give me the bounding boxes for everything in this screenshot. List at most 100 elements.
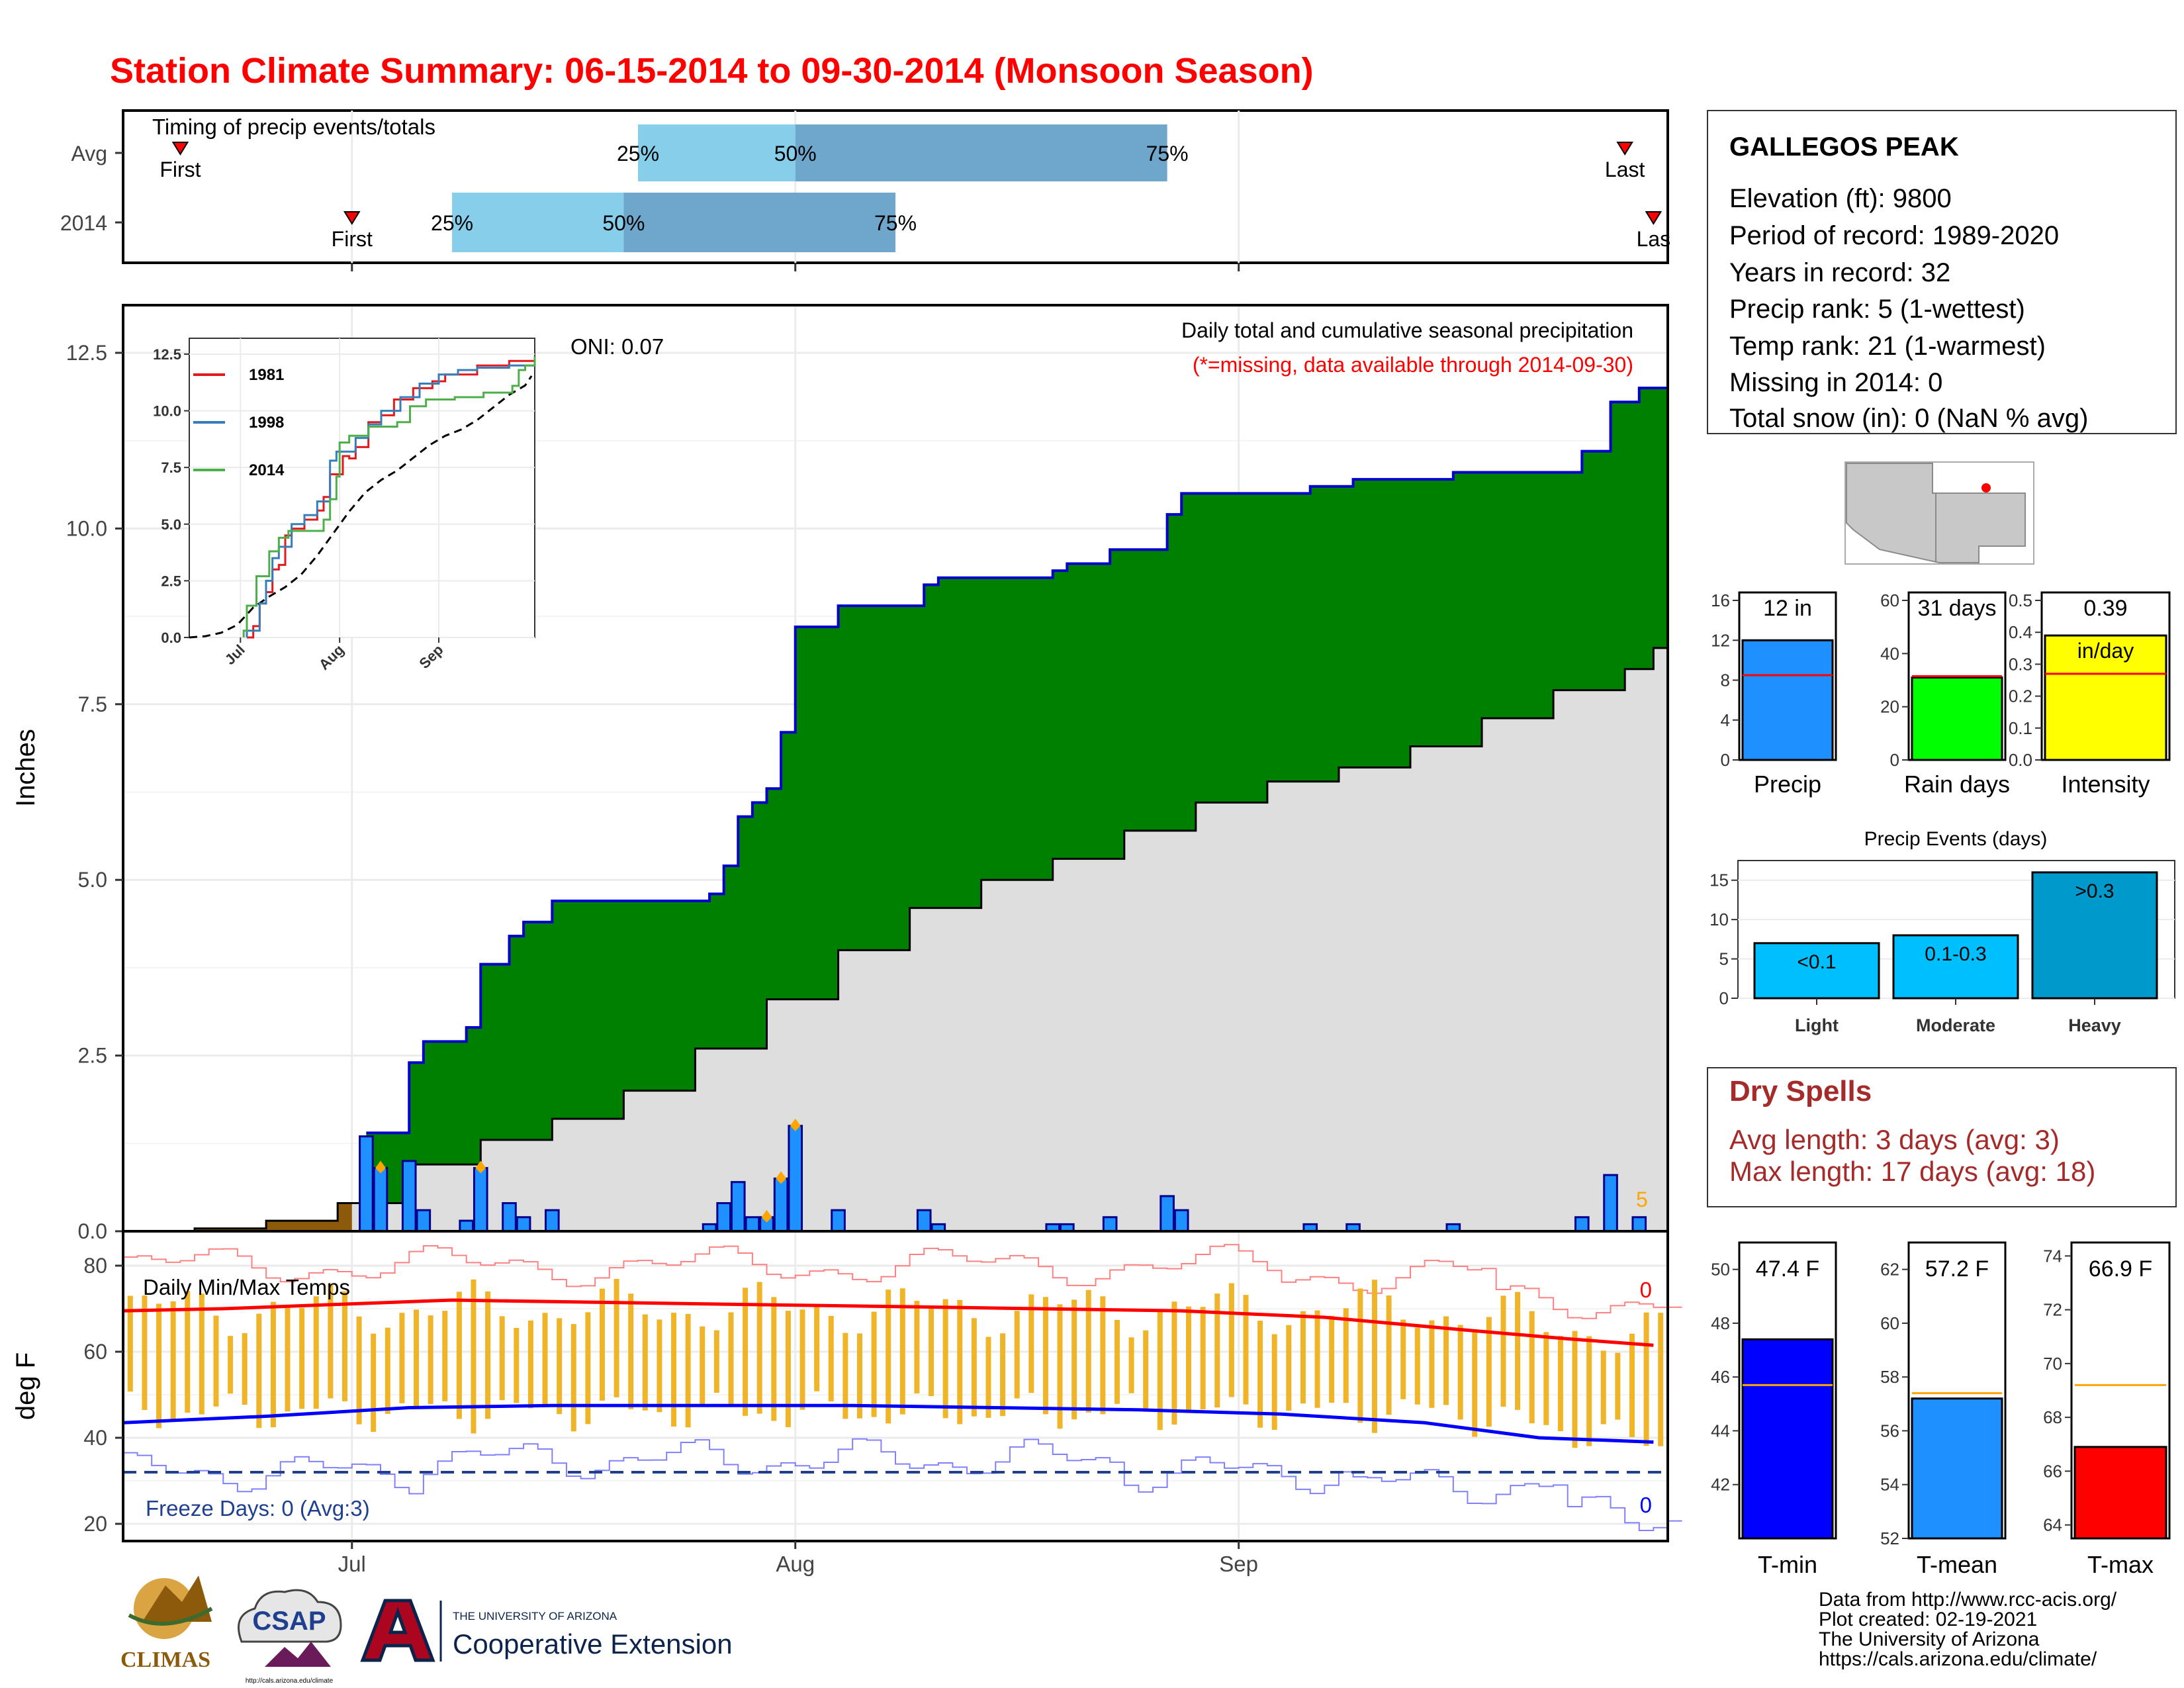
timing-bar-50-75 [623,193,895,252]
temp-bar-y-tick-label: 64 [2043,1515,2062,1535]
locator-map [1844,461,2034,565]
avg-tmin-line [122,1403,1654,1444]
temp-bar-T-mean [1911,1397,2003,1540]
summary-bars: 0 4 8 12 16 12 in Precip 0 20 40 60 31 days Rain day… [1711,590,2171,798]
climas-logo-mountain [142,1575,212,1622]
daily-precip-bar [373,1166,388,1233]
timing-label-75: 75% [1146,142,1189,165]
precip-y-tick-label: 5.0 [78,868,107,892]
timing-label-25: 25% [431,211,473,235]
summary-y-tick-label: 0.3 [2009,654,2032,674]
summary-y-tick-label: 0.1 [2009,718,2032,738]
credit-line-created: Plot created: 02-19-2021 [1819,1609,2037,1630]
temp-bar-y-tick-label: 62 [1880,1260,1899,1280]
timing-label-50: 50% [774,142,817,165]
station-years: Years in record: 32 [1729,258,1950,287]
dry-spells-max: Max length: 17 days (avg: 18) [1729,1156,2095,1187]
timing-bar-50-75 [795,124,1167,181]
summary-label-Rain days: Rain days [1904,771,2010,798]
inset-legend-label: 1998 [249,414,284,432]
timing-bar-25-50 [452,193,624,252]
temp-max-count: 0 [1640,1278,1652,1302]
summary-y-tick-label: 20 [1880,697,1899,717]
daily-precip-bar [1631,1216,1647,1233]
daily-precip-bar [459,1219,474,1233]
x-axis-tick-label: Sep [1219,1552,1258,1576]
events-content: 0 5 10 15 <0.1 Light 0.1-0.3 Moderate >0.3 Heavy [1709,860,2175,1035]
ua-logo: THE UNIVERSITY OF ARIZONA Cooperative Ex… [360,1599,733,1662]
pre-season-area [123,1203,352,1231]
timing-bar-25-50 [638,124,796,181]
csap-cloud-icon [238,1589,342,1643]
events-y-tick-label: 15 [1709,870,1729,890]
temp-bar-y-tick-label: 70 [2043,1354,2062,1374]
summary-y-tick-label: 60 [1880,590,1899,610]
heavy-event-marker [475,1160,486,1174]
precip-y-tick-label: 12.5 [66,341,107,365]
temp-bar-y-tick-label: 50 [1711,1260,1730,1280]
precip-y-tick-label: 2.5 [78,1044,107,1068]
inset-y-tick-label: 10.0 [153,403,181,420]
timing-last-marker-icon [1616,142,1633,156]
figure-title: Station Climate Summary: 06-15-2014 to 0… [110,51,1314,91]
dry-spells-avg: Avg length: 3 days (avg: 3) [1729,1124,2060,1155]
summary-y-tick-label: 12 [1711,630,1730,650]
timing-panel-title: Timing of precip events/totals [152,115,435,139]
daily-precip-bar [716,1202,731,1233]
temp-bar-y-tick-label: 60 [1880,1313,1899,1333]
temp-bar-y-tick-label: 48 [1711,1313,1730,1333]
timing-label-50: 50% [602,211,645,235]
daily-precip-bar [745,1216,760,1233]
inset-y-tick-label: 12.5 [153,346,181,363]
precip-panel-note: (*=missing, data available through 2014-… [1193,353,1633,377]
timing-first-label: First [332,227,373,251]
events-y-tick-label: 10 [1709,910,1729,929]
events-x-tick-label: Heavy [2068,1015,2121,1035]
timing-label-25: 25% [617,142,659,165]
inset-y-tick-label: 2.5 [161,573,181,589]
inset-average-line [189,375,533,639]
temp-bar-y-tick-label: 58 [1880,1367,1899,1387]
timing-row-label-avg: Avg [71,142,107,165]
inset-legend-label: 1981 [249,366,284,384]
record-max-line [123,1244,1682,1319]
cumulative-2014-line [366,387,1668,1135]
timing-row-label-2014: 2014 [60,211,107,235]
summary-label-Intensity: Intensity [2061,771,2150,798]
timing-labels: 25% 50% 75% First Last 25% 50% 75% First Las [159,142,1670,251]
summary-y-tick-label: 0.4 [2009,622,2032,642]
temp-bar-label-T-mean: T-mean [1917,1551,1997,1578]
avg-tmax-line [122,1298,1654,1347]
temp-bar-y-tick-label: 72 [2043,1300,2062,1320]
ua-logo-small-text: THE UNIVERSITY OF ARIZONA [453,1610,617,1622]
events-bar-label: 0.1-0.3 [1925,943,1986,965]
timing-last-label: Last [1605,158,1645,181]
summary-bar-Intensity [2044,634,2167,761]
csap-logo-url: http://cals.arizona.edu/climate [246,1677,334,1685]
temp-y-tick-label: 40 [83,1426,107,1450]
events-bar-label: >0.3 [2075,880,2114,902]
station-missing: Missing in 2014: 0 [1729,368,1942,397]
station-precip-rank: Precip rank: 5 (1-wettest) [1729,295,2025,324]
temp-y-tick-label: 80 [83,1254,107,1278]
daily-precip-bar [1102,1216,1118,1233]
heavy-event-marker [761,1209,772,1223]
timing-panel: Timing of precip events/totals Avg 2014 … [60,109,1670,271]
temp-bar-label-T-max: T-max [2087,1551,2154,1578]
ua-logo-big-text: Cooperative Extension [453,1628,733,1660]
summary-y-tick-label: 16 [1711,590,1730,610]
timing-bars [452,124,1167,252]
station-temp-rank: Temp rank: 21 (1-warmest) [1729,332,2046,361]
temp-panel-frame [122,1230,1669,1542]
timing-first-label: First [159,158,201,181]
heavy-event-marker [375,1160,386,1174]
temp-bar-y-tick-label: 68 [2043,1407,2062,1427]
daily-precip-bar [730,1181,746,1233]
inset-y-tick-label: 0.0 [161,630,181,646]
summary-y-tick-label: 40 [1880,643,1899,663]
daily-precip-bar [1603,1174,1618,1233]
inset-legend-label: 2014 [249,461,285,479]
daily-precip-bar [359,1135,374,1233]
